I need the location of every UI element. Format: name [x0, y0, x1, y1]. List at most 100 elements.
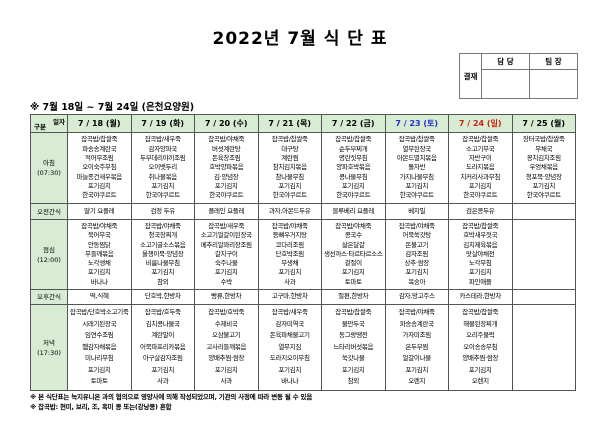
menu-item: 포기김치	[468, 268, 492, 277]
menu-item: 사과	[157, 377, 169, 386]
menu-item: 가자미조림	[402, 331, 432, 340]
approval-signature-cell	[481, 69, 530, 99]
date-header: 7 / 23 (토)	[384, 114, 449, 133]
menu-item: 장터국밥/찹쌀죽	[522, 135, 565, 144]
menu-item: 떡,식혜	[89, 292, 109, 301]
menu-item: 해물된장찌개	[463, 319, 498, 328]
menu-item: 소고기얼갈이된장국	[200, 231, 252, 240]
approval-col-staff: 담 당	[481, 53, 530, 70]
menu-item: 우엉채볶음	[529, 163, 559, 172]
menu-item: 미나리무침	[85, 354, 114, 363]
menu-item: 참치김치볶음	[272, 163, 307, 172]
page-title: 2022년 7월 식 단 표	[212, 29, 388, 49]
menu-cell: 플레인 요플레	[194, 203, 259, 220]
menu-item: 치커리사과무침	[460, 172, 501, 181]
menu-item: 동그랑땡전	[339, 331, 368, 340]
menu-cell: 잡곡밥/단호박소고기죽 시래기된장국 임연수조림 햄감자채볶음 미나리무침 포기김치 토마토	[67, 304, 132, 391]
menu-cell: 잡곡밥/야채죽 등뼈우거지탕 코다리조림 단호박조림 무생채 포기김치 사과	[257, 219, 322, 290]
menu-item: 돈육파채불고기	[269, 331, 310, 340]
menu-item: 단호박,한방차	[144, 292, 181, 301]
menu-item: 취나물볶음	[148, 172, 178, 181]
row-label-pm-snack: 오후간식	[30, 289, 68, 305]
menu-item: 오이숙주무침	[82, 163, 117, 172]
menu-item: 포기김치	[87, 268, 111, 277]
menu-item: 열무지짐	[278, 342, 302, 351]
menu-item: 포기김치	[468, 365, 492, 374]
menu-cell: 잡곡밥/호박죽 수제비국 오삼불고기 고사리들깨볶음 양배추찜·쌈장 포기김치 사과	[194, 304, 259, 391]
menu-item: 잡곡밥/야채죽	[144, 221, 181, 230]
menu-item: 맛살야채전	[466, 249, 495, 258]
menu-item: 사과	[220, 377, 233, 386]
menu-item: 검은콩두유	[466, 206, 495, 215]
menu-item: 오렌지	[471, 377, 489, 386]
menu-item: 수제비국	[214, 319, 238, 328]
menu-item: 노각무침	[468, 259, 492, 268]
menu-cell: 잡곡밥/찹쌀죽 소고기무국 자반구이 도라지볶음 치커리사과무침 포기김치 한국야쿠르트	[448, 132, 513, 204]
menu-item: 잡곡밥/새우죽	[144, 135, 181, 144]
menu-item: 김치제육볶음	[463, 240, 498, 249]
menu-item: 포기김치	[278, 268, 302, 277]
menu-item: 느타리버섯볶음	[333, 342, 374, 351]
menu-cell: 단호박,한방차	[130, 289, 195, 305]
menu-item: 청포묵·양념장	[525, 172, 562, 181]
menu-item: 오이송송무침	[463, 342, 498, 351]
menu-item: 포기김치	[468, 181, 492, 190]
menu-item: 양배추찜·쌈장	[462, 354, 499, 363]
approval-signature-cell	[529, 69, 578, 99]
menu-item: 고사리들깨볶음	[206, 342, 247, 351]
menu-item: 잡곡밥/야채죽	[208, 135, 245, 144]
menu-item: 참외	[347, 377, 360, 386]
menu-cell: 잡곡밥/새우죽 감자양파국 두부데리야끼조림 오이뱃두리 취나물볶음 포기김치 한국야쿠르트	[130, 132, 195, 204]
menu-item: 토마토	[344, 277, 362, 286]
menu-item: 김·양념장	[214, 172, 239, 181]
menu-item: 어묵쑥갓탕	[402, 231, 432, 240]
menu-item: 포기김치	[151, 365, 175, 374]
footnote-line: ※ 본 식단표는 녹지유니온 과의 협의으로 영양사에 의해 작성되었으며, 기…	[30, 393, 313, 401]
menu-item: 잡곡밥/호박죽	[208, 308, 245, 317]
menu-item: 코다리조림	[275, 240, 305, 249]
menu-item: 한국야쿠르트	[272, 191, 307, 200]
menu-cell: 잡곡밥/새우죽 소고기얼갈이된장국 메추리알꽈리장조림 갈치구이 숙주나물 포기김치 수박	[194, 219, 259, 290]
menu-item: 감자,망고주스	[398, 292, 435, 301]
menu-table: 일자 구분 7 / 18 (월) 7 / 19 (화) 7 / 20 (수) 7 / 21…	[30, 114, 576, 391]
menu-item: 고구마,한방차	[271, 292, 308, 301]
menu-item: 포기김치	[151, 268, 175, 277]
menu-item: 감자조림	[405, 249, 429, 258]
menu-item: 한국야쿠르트	[82, 191, 117, 200]
menu-item: 계란찜	[281, 154, 299, 163]
menu-cell: 장터국밥/찹쌀죽 무채국 꽁치김치조림 우엉채볶음 청포묵·양념장 포기김치 한국야쿠르트	[511, 132, 576, 204]
menu-item: 과자,아몬드두유	[268, 206, 311, 215]
menu-item: 돌자반	[408, 163, 426, 172]
menu-item: 포기김치	[405, 268, 429, 277]
menu-cell: 고구마,한방차	[257, 289, 322, 305]
menu-item: 잡곡밥/호두죽	[144, 308, 181, 317]
menu-item: 절편,한방차	[338, 292, 369, 301]
menu-item: 호박새우젓국	[463, 231, 498, 240]
menu-item: 포기김치	[405, 365, 429, 374]
menu-item: 돈육장조림	[212, 154, 241, 163]
menu-item: 포기김치	[151, 181, 175, 190]
menu-item: 포기김치	[532, 181, 556, 190]
menu-cell: 잡곡밥/야채죽 콩국수 삶은달걀 생선까스·타르타르소스 겉절이 포기김치 토마토	[321, 219, 386, 290]
menu-item: 감자양파국	[148, 144, 178, 153]
menu-cell: 절편,한방차	[321, 289, 386, 305]
menu-item: 잡곡밥/찹쌀죽	[462, 135, 499, 144]
menu-cell: 블루베리 요플레	[321, 203, 386, 220]
menu-item: 포기김치	[214, 268, 238, 277]
approval-stamp-label: 결재	[459, 53, 482, 99]
menu-item: 온두부찜	[405, 342, 429, 351]
menu-item: 자반구이	[468, 154, 492, 163]
menu-item: 잡곡밥/야채죽	[398, 221, 435, 230]
menu-item: 쑥갓나물	[341, 354, 365, 363]
menu-item: 베지밀	[408, 206, 426, 215]
menu-item: 잡곡밥/야채죽	[398, 308, 435, 317]
menu-cell: 잡곡밥/찹쌀죽 순두부찌개 명란젓무침 양파호박볶음 콩나물무침 포기김치 한국야쿠르트	[321, 132, 386, 204]
menu-item: 사과	[284, 277, 296, 286]
menu-item: 아구살감자조림	[142, 354, 183, 363]
menu-cell: 잡곡밥/야채죽 어묵쑥갓탕 돈불고기 감자조림 상추·쌈장 포기김치 복숭아	[384, 219, 449, 290]
menu-item: 한국야쿠르트	[209, 191, 244, 200]
menu-cell: 잡곡밥/찹쌀죽 물만두국 동그랑땡전 느타리버섯볶음 쑥갓나물 포기김치 참외	[321, 304, 386, 391]
menu-item: 포기김치	[341, 268, 365, 277]
menu-item: 복숭아	[408, 277, 426, 286]
menu-item: 바나나	[281, 377, 299, 386]
